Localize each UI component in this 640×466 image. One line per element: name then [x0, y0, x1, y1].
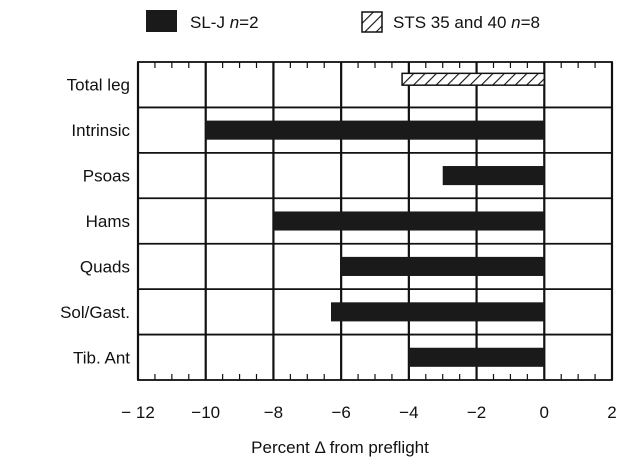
- category-label-3: Hams: [86, 212, 130, 231]
- category-label-4: Quads: [80, 257, 130, 276]
- category-label-2: Psoas: [83, 167, 130, 186]
- bar-solid-2: [442, 166, 545, 186]
- bar-solid-5: [330, 302, 545, 322]
- legend-label-sts: STS 35 and 40 n=8: [393, 13, 540, 32]
- legend-label-sl-j: SL-J n=2: [190, 13, 259, 32]
- x-tick-label-6: 0: [540, 403, 549, 422]
- bar-solid-6: [408, 347, 545, 367]
- bar-solid-1: [205, 120, 545, 140]
- x-tick-label-2: −8: [264, 403, 283, 422]
- legend-swatch-sl-j: [146, 10, 177, 32]
- x-tick-label-3: −6: [331, 403, 350, 422]
- x-tick-label-4: −4: [399, 403, 418, 422]
- legend: SL-J n=2 STS 35 and 40 n=8: [146, 10, 540, 33]
- x-tick-label-7: 2: [607, 403, 616, 422]
- x-tick-label-1: −10: [191, 403, 220, 422]
- plot-area: Total leg Intrinsic Psoas Hams Quads Sol/Gast…: [60, 61, 617, 422]
- x-axis-label: Percent Δ from preflight: [251, 438, 429, 457]
- bar-solid-3: [273, 211, 545, 231]
- category-label-0: Total leg: [67, 76, 130, 95]
- x-tick-label-5: −2: [467, 403, 486, 422]
- bar-hatched-0: [401, 72, 546, 86]
- category-label-6: Tib. Ant: [73, 348, 130, 367]
- x-tick-label-0: − 12: [121, 403, 155, 422]
- bar-solid-4: [341, 256, 545, 276]
- category-label-1: Intrinsic: [71, 121, 130, 140]
- legend-swatch-sts: [361, 11, 383, 33]
- category-label-5: Sol/Gast.: [60, 303, 130, 322]
